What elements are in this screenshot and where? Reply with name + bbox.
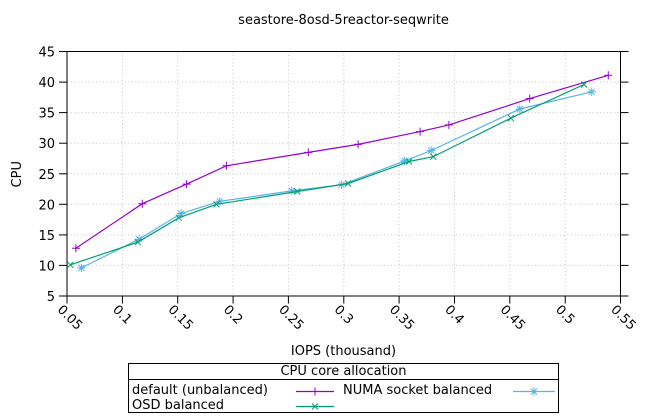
svg-text:0.35: 0.35 <box>386 302 417 333</box>
svg-text:0.4: 0.4 <box>441 302 466 327</box>
svg-text:35: 35 <box>38 107 55 122</box>
svg-text:0.2: 0.2 <box>220 302 245 327</box>
tick-marks <box>59 51 629 304</box>
legend-label-osd-balanced: OSD balanced <box>132 398 225 413</box>
svg-text:0.45: 0.45 <box>497 302 528 333</box>
x-axis-label: IOPS (thousand) <box>290 344 397 359</box>
svg-text:25: 25 <box>38 168 55 183</box>
svg-text:0.25: 0.25 <box>275 302 306 333</box>
series-line <box>81 91 592 269</box>
grid-lines <box>67 51 621 296</box>
series-line <box>70 83 585 266</box>
svg-text:15: 15 <box>38 229 55 244</box>
legend-title: CPU core allocation <box>280 364 407 379</box>
series-2 <box>66 81 588 269</box>
series-line <box>75 74 609 249</box>
legend-sample-default-unbalanced <box>296 387 334 396</box>
legend-sample-numa-socket-balanced <box>513 387 555 396</box>
svg-text:0.15: 0.15 <box>165 302 196 333</box>
y-tick-labels: 5 10 15 20 25 30 35 40 45 <box>38 46 55 306</box>
series-1 <box>77 87 596 273</box>
series-markers <box>71 71 613 253</box>
chart-title: seastore-8osd-5reactor-seqwrite <box>238 13 449 28</box>
svg-text:0.5: 0.5 <box>552 302 577 327</box>
svg-text:40: 40 <box>38 76 55 91</box>
svg-text:20: 20 <box>38 198 55 213</box>
legend-label-numa-socket-balanced: NUMA socket balanced <box>343 383 493 398</box>
legend-separator <box>129 379 558 380</box>
svg-text:0.3: 0.3 <box>331 302 356 327</box>
svg-text:10: 10 <box>38 259 55 274</box>
legend-label-default-unbalanced: default (unbalanced) <box>132 383 268 398</box>
legend-sample-osd-balanced <box>296 403 334 410</box>
svg-text:30: 30 <box>38 137 55 152</box>
svg-text:0.55: 0.55 <box>607 302 638 333</box>
svg-text:0.1: 0.1 <box>109 302 134 327</box>
svg-text:45: 45 <box>38 46 55 61</box>
svg-text:0.05: 0.05 <box>54 302 85 333</box>
series-markers <box>66 81 588 269</box>
x-tick-labels: 0.05 0.1 0.15 0.2 0.25 0.3 0.35 0.4 0.45 0.5 0.55 <box>54 302 639 333</box>
legend-box: CPU core allocation default (unbalanced)… <box>128 363 559 413</box>
svg-text:5: 5 <box>47 290 55 305</box>
series-0 <box>71 71 613 253</box>
